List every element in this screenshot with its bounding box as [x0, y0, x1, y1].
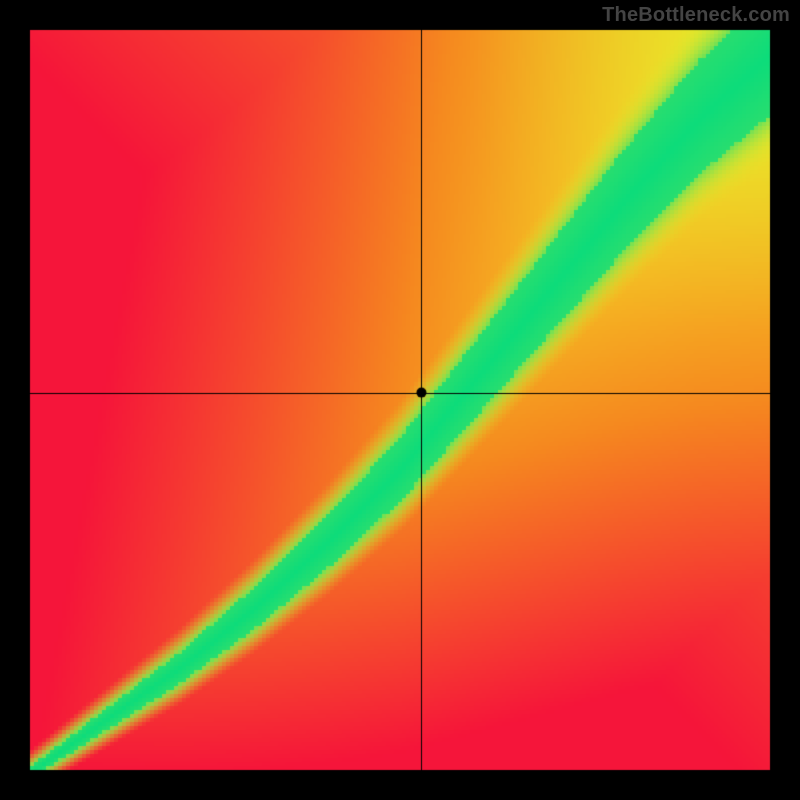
- chart-container: TheBottleneck.com: [0, 0, 800, 800]
- bottleneck-heatmap-canvas: [0, 0, 800, 800]
- watermark-text: TheBottleneck.com: [602, 4, 790, 27]
